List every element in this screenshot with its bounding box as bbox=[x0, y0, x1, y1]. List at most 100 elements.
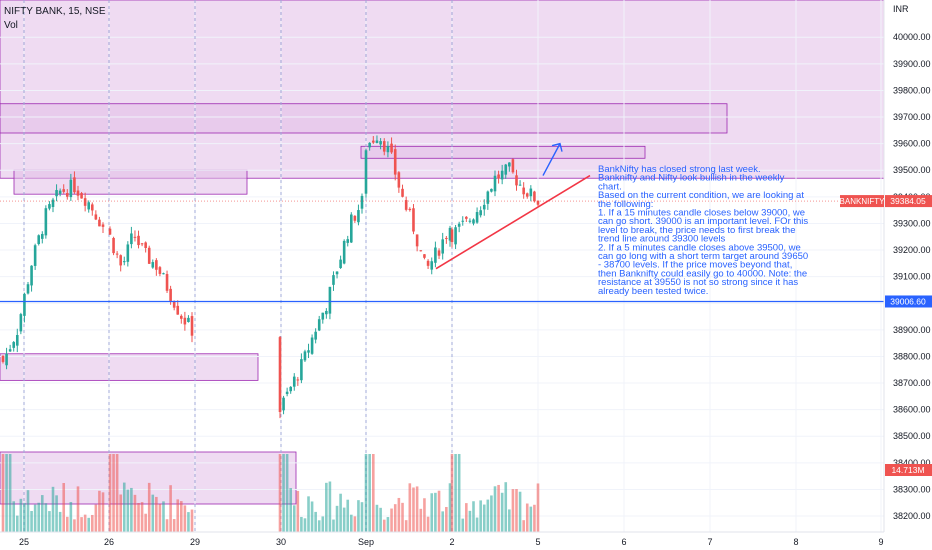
candle-body[interactable] bbox=[386, 146, 390, 153]
volume-bar[interactable] bbox=[437, 490, 441, 532]
volume-bar[interactable] bbox=[289, 488, 292, 532]
candle-body[interactable] bbox=[169, 288, 172, 302]
candle-body[interactable] bbox=[165, 274, 169, 291]
candle-body[interactable] bbox=[490, 188, 493, 192]
volume-bar[interactable] bbox=[522, 520, 525, 532]
candle-body[interactable] bbox=[445, 237, 448, 239]
volume-bar[interactable] bbox=[51, 486, 55, 532]
volume-bar[interactable] bbox=[155, 496, 158, 532]
candle-body[interactable] bbox=[533, 191, 536, 202]
candle-body[interactable] bbox=[468, 220, 472, 222]
candle-body[interactable] bbox=[434, 247, 437, 263]
volume-bar[interactable] bbox=[69, 502, 73, 532]
volume-bar[interactable] bbox=[65, 516, 69, 532]
volume-bar[interactable] bbox=[119, 494, 122, 532]
volume-bar[interactable] bbox=[479, 500, 482, 532]
candle-body[interactable] bbox=[430, 261, 434, 270]
candle-body[interactable] bbox=[397, 172, 401, 188]
volume-bar[interactable] bbox=[321, 516, 325, 532]
volume-bar[interactable] bbox=[126, 489, 130, 532]
candle-body[interactable] bbox=[368, 142, 371, 148]
volume-bar[interactable] bbox=[282, 454, 285, 532]
candle-body[interactable] bbox=[364, 150, 368, 194]
volume-bar[interactable] bbox=[393, 504, 397, 532]
candle-body[interactable] bbox=[303, 351, 307, 361]
analysis-note[interactable]: BankNifty has closed strong last week.Ba… bbox=[598, 164, 808, 297]
candle-body[interactable] bbox=[108, 228, 112, 235]
volume-bar[interactable] bbox=[37, 502, 41, 532]
volume-bar[interactable] bbox=[533, 504, 536, 532]
candle-body[interactable] bbox=[525, 193, 529, 197]
candle-body[interactable] bbox=[504, 164, 508, 175]
volume-bar[interactable] bbox=[500, 492, 504, 532]
candle-body[interactable] bbox=[140, 243, 144, 245]
candle-body[interactable] bbox=[461, 220, 465, 222]
candle-body[interactable] bbox=[393, 149, 397, 175]
volume-bar[interactable] bbox=[397, 497, 401, 532]
candle-body[interactable] bbox=[155, 260, 158, 270]
candle-body[interactable] bbox=[122, 261, 126, 263]
candle-body[interactable] bbox=[457, 223, 461, 227]
candle-body[interactable] bbox=[292, 376, 296, 387]
volume-bar[interactable] bbox=[346, 499, 350, 532]
candle-body[interactable] bbox=[126, 244, 130, 262]
volume-bar[interactable] bbox=[482, 504, 486, 532]
volume-bar[interactable] bbox=[133, 494, 137, 532]
volume-bar[interactable] bbox=[441, 511, 444, 532]
volume-bar[interactable] bbox=[15, 515, 19, 532]
candle-body[interactable] bbox=[419, 250, 423, 252]
candle-body[interactable] bbox=[522, 187, 525, 195]
candle-body[interactable] bbox=[44, 208, 48, 236]
candle-body[interactable] bbox=[137, 235, 140, 246]
candle-body[interactable] bbox=[278, 337, 282, 412]
candle-body[interactable] bbox=[80, 193, 83, 199]
candle-body[interactable] bbox=[310, 337, 314, 354]
candle-body[interactable] bbox=[493, 175, 497, 192]
volume-bar[interactable] bbox=[448, 483, 452, 532]
candle-body[interactable] bbox=[500, 170, 504, 180]
volume-bar[interactable] bbox=[151, 494, 155, 532]
volume-bar[interactable] bbox=[486, 499, 490, 532]
candle-body[interactable] bbox=[372, 140, 375, 143]
candle-body[interactable] bbox=[426, 260, 430, 266]
supply-demand-zone[interactable] bbox=[0, 103, 728, 134]
candle-body[interactable] bbox=[465, 216, 468, 219]
candle-body[interactable] bbox=[472, 219, 475, 224]
volume-bar[interactable] bbox=[1, 454, 5, 532]
volume-bar[interactable] bbox=[475, 517, 479, 532]
candle-body[interactable] bbox=[353, 215, 357, 221]
candle-body[interactable] bbox=[325, 310, 328, 315]
candle-body[interactable] bbox=[130, 233, 133, 245]
candle-body[interactable] bbox=[508, 162, 511, 167]
volume-bar[interactable] bbox=[401, 502, 404, 532]
volume-bar[interactable] bbox=[23, 502, 26, 532]
candle-body[interactable] bbox=[101, 224, 105, 227]
volume-bar[interactable] bbox=[44, 503, 48, 532]
volume-bar[interactable] bbox=[457, 454, 461, 532]
candle-body[interactable] bbox=[33, 245, 37, 266]
volume-bar[interactable] bbox=[508, 509, 511, 532]
candle-body[interactable] bbox=[423, 254, 426, 258]
candle-body[interactable] bbox=[282, 397, 285, 411]
candle-body[interactable] bbox=[76, 190, 80, 196]
candle-body[interactable] bbox=[37, 235, 41, 245]
candle-body[interactable] bbox=[187, 317, 190, 323]
volume-bar[interactable] bbox=[412, 487, 415, 532]
volume-bar[interactable] bbox=[48, 511, 51, 532]
candle-body[interactable] bbox=[296, 379, 300, 381]
volume-bar[interactable] bbox=[144, 513, 147, 532]
volume-bar[interactable] bbox=[40, 495, 44, 532]
volume-bar[interactable] bbox=[147, 482, 151, 532]
volume-bar[interactable] bbox=[122, 482, 126, 532]
candle-body[interactable] bbox=[335, 271, 339, 275]
candle-body[interactable] bbox=[183, 317, 187, 325]
candle-body[interactable] bbox=[536, 200, 540, 205]
candle-body[interactable] bbox=[497, 174, 500, 179]
candle-body[interactable] bbox=[404, 200, 408, 210]
candle-body[interactable] bbox=[23, 293, 26, 316]
candle-body[interactable] bbox=[48, 204, 51, 209]
volume-bar[interactable] bbox=[490, 495, 493, 532]
volume-bar[interactable] bbox=[450, 454, 454, 532]
volume-bar[interactable] bbox=[303, 518, 307, 532]
